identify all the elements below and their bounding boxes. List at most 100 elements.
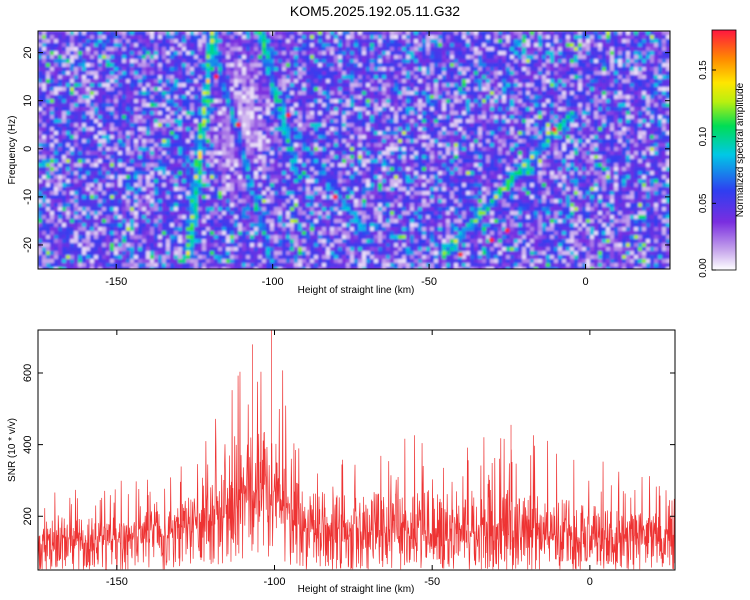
heatmap-cell <box>630 71 635 76</box>
heatmap-cell <box>430 31 435 36</box>
heatmap-cell <box>590 55 595 60</box>
heatmap-cell <box>314 95 319 100</box>
heatmap-cell <box>42 119 47 124</box>
heatmap-cell <box>554 119 559 124</box>
heatmap-cell <box>638 59 643 64</box>
heatmap-cell <box>70 83 75 88</box>
heatmap-cell <box>218 103 223 108</box>
heatmap-cell <box>258 43 263 48</box>
heatmap-cell <box>134 75 139 80</box>
heatmap-cell <box>634 59 639 64</box>
heatmap-cell <box>506 147 511 152</box>
heatmap-cell <box>234 151 239 156</box>
heatmap-cell <box>646 135 651 140</box>
heatmap-cell <box>486 135 491 140</box>
heatmap-cell <box>566 99 571 104</box>
heatmap-cell <box>186 75 191 80</box>
heatmap-cell <box>554 115 559 120</box>
heatmap-cell <box>322 39 327 44</box>
heatmap-cell <box>122 115 127 120</box>
heatmap-cell <box>314 155 319 160</box>
heatmap-cell <box>186 111 191 116</box>
heatmap-cell <box>254 47 259 52</box>
heatmap-cell <box>470 51 475 56</box>
heatmap-cell <box>42 147 47 152</box>
heatmap-cell <box>426 67 431 72</box>
heatmap-cell <box>290 123 295 128</box>
heatmap-cell <box>170 63 175 68</box>
heatmap-cell <box>258 119 263 124</box>
heatmap-cell <box>274 123 279 128</box>
heatmap-cell <box>390 87 395 92</box>
heatmap-cell <box>38 119 43 124</box>
heatmap-cell <box>294 91 299 96</box>
heatmap-cell <box>70 103 75 108</box>
heatmap-cell <box>458 87 463 92</box>
heatmap-cell <box>186 71 191 76</box>
heatmap-cell <box>474 79 479 84</box>
heatmap-cell <box>450 43 455 48</box>
heatmap-cell <box>254 143 259 148</box>
heatmap-cell <box>386 75 391 80</box>
heatmap-cell <box>470 87 475 92</box>
heatmap-cell <box>630 95 635 100</box>
heatmap-cell <box>290 75 295 80</box>
heatmap-cell <box>74 67 79 72</box>
heatmap-cell <box>126 63 131 68</box>
heatmap-cell <box>398 119 403 124</box>
heatmap-cell <box>126 79 131 84</box>
heatmap-cell <box>230 155 235 160</box>
heatmap-cell <box>442 147 447 152</box>
heatmap-cell <box>530 127 535 132</box>
heatmap-cell <box>414 143 419 148</box>
heatmap-cell <box>522 135 527 140</box>
heatmap-cell <box>414 91 419 96</box>
heatmap-cell <box>258 39 263 44</box>
heatmap-cell <box>638 107 643 112</box>
heatmap-cell <box>118 95 123 100</box>
heatmap-cell <box>130 67 135 72</box>
heatmap-cell <box>266 111 271 116</box>
heatmap-cell <box>374 123 379 128</box>
heatmap-cell <box>418 135 423 140</box>
heatmap-cell <box>206 83 211 88</box>
heatmap-cell <box>486 99 491 104</box>
heatmap-cell <box>370 87 375 92</box>
heatmap-cell <box>578 147 583 152</box>
heatmap-cell <box>354 119 359 124</box>
heatmap-cell <box>526 75 531 80</box>
heatmap-cell <box>298 35 303 40</box>
heatmap-cell <box>610 107 615 112</box>
heatmap-cell <box>126 107 131 112</box>
heatmap-cell <box>478 79 483 84</box>
heatmap-cell <box>238 135 243 140</box>
heatmap-cell <box>650 79 655 84</box>
heatmap-cell <box>646 43 651 48</box>
heatmap-cell <box>474 35 479 40</box>
heatmap-cell <box>194 107 199 112</box>
heatmap-cell <box>318 75 323 80</box>
heatmap-cell <box>122 103 127 108</box>
heatmap-cell <box>38 55 43 60</box>
heatmap-cell <box>618 67 623 72</box>
heatmap-cell <box>174 79 179 84</box>
heatmap-cell <box>626 111 631 116</box>
heatmap-cell <box>82 107 87 112</box>
heatmap-cell <box>150 91 155 96</box>
heatmap-cell <box>178 147 183 152</box>
heatmap-cell <box>390 95 395 100</box>
heatmap-cell <box>386 107 391 112</box>
heatmap-cell <box>650 99 655 104</box>
heatmap-cell <box>230 67 235 72</box>
heatmap-cell <box>46 47 51 52</box>
heatmap-cell <box>42 107 47 112</box>
heatmap-cell <box>474 51 479 56</box>
heatmap-cell <box>666 147 670 152</box>
heatmap-cell <box>38 87 43 92</box>
heatmap-cell <box>302 135 307 140</box>
heatmap-cell <box>582 43 587 48</box>
heatmap-cell <box>154 143 159 148</box>
heatmap-cell <box>630 43 635 48</box>
heatmap-cell <box>534 71 539 76</box>
heatmap-cell <box>418 115 423 120</box>
